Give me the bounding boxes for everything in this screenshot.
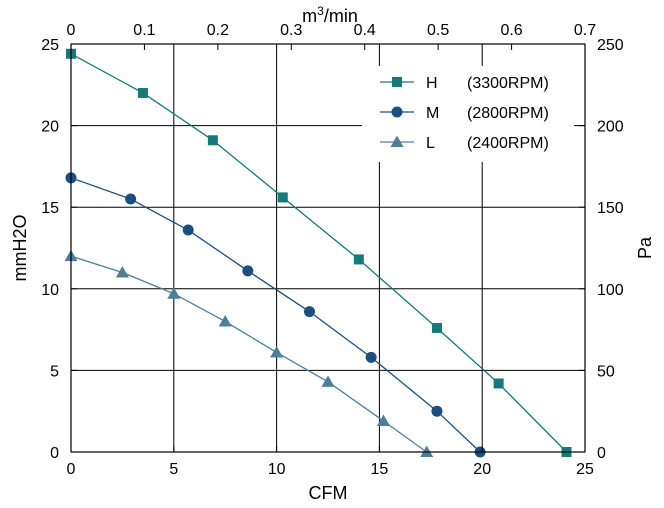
legend-rpm-L: (2400RPM) — [467, 135, 549, 152]
x2-tick-label: 0.7 — [574, 22, 596, 39]
legend: H (3300RPM) M (2800RPM) L (2400RPM) — [380, 75, 549, 152]
data-point-L — [377, 414, 391, 426]
x2-tick-label: 0.5 — [427, 22, 449, 39]
x2-tick-label: 0.3 — [280, 22, 302, 39]
y2-axis-title: Pa — [635, 236, 655, 259]
legend-label-L: L — [426, 135, 435, 152]
data-point-H — [493, 378, 504, 389]
data-point-L — [167, 287, 181, 299]
x2-tick-label: 0.4 — [354, 22, 376, 39]
x2-tick-label: 0.6 — [500, 22, 522, 39]
y-tick-label: 15 — [41, 200, 59, 217]
y2-tick-label: 0 — [597, 445, 606, 462]
y2-tick-label: 250 — [597, 37, 624, 54]
data-point-L — [321, 375, 335, 387]
legend-rpm-M: (2800RPM) — [467, 105, 549, 122]
y-tick-label: 20 — [41, 119, 59, 136]
legend-marker-H — [392, 77, 402, 87]
y-tick-label: 0 — [50, 445, 59, 462]
y2-axis-ticks: 0 50 100 150 200 250 — [579, 37, 624, 462]
data-point-H — [277, 192, 288, 203]
x2-axis-title-base: m — [302, 6, 317, 26]
y2-tick-label: 200 — [597, 119, 624, 136]
y-tick-label: 5 — [50, 363, 59, 380]
x2-tick-label: 0.2 — [207, 22, 229, 39]
legend-marker-M — [391, 106, 403, 118]
data-point-L — [420, 445, 434, 457]
legend-rpm-H: (3300RPM) — [467, 75, 549, 92]
series-line-L — [70, 255, 428, 453]
x2-tick-label: 0.1 — [133, 22, 155, 39]
x-tick-label: 10 — [268, 461, 286, 478]
x2-axis-title: m3/min — [302, 4, 358, 26]
series-line-H — [70, 53, 567, 453]
plot-frame — [70, 43, 586, 453]
x2-tick-label: 0 — [67, 22, 76, 39]
y2-tick-label: 150 — [597, 200, 624, 217]
legend-label-H: H — [426, 75, 438, 92]
x2-axis-ticks: 0 0.1 0.2 0.3 0.4 0.5 0.6 0.7 — [67, 22, 596, 50]
series-line-M — [70, 177, 481, 453]
data-point-H — [353, 254, 364, 265]
y2-tick-label: 100 — [597, 282, 624, 299]
x-tick-label: 15 — [371, 461, 389, 478]
legend-marker-L — [390, 135, 404, 147]
x2-axis-title-rest: /min — [324, 6, 358, 26]
data-point-L — [218, 314, 232, 327]
data-point-M — [431, 405, 443, 417]
data-point-H — [207, 135, 218, 146]
legend-label-M: M — [426, 105, 439, 122]
x2-axis-title-sup: 3 — [317, 4, 324, 18]
y2-tick-label: 50 — [597, 363, 615, 380]
data-point-M — [242, 265, 254, 277]
x-axis-title: CFM — [309, 483, 348, 503]
x-tick-label: 0 — [67, 461, 76, 478]
x-tick-label: 25 — [576, 461, 594, 478]
data-point-M — [303, 306, 315, 318]
y-axis-title: mmH2O — [10, 215, 30, 282]
y-tick-label: 10 — [41, 282, 59, 299]
x-axis-ticks: 0 5 10 15 20 25 — [67, 446, 594, 478]
x-tick-label: 5 — [169, 461, 178, 478]
y-axis-ticks: 0 5 10 15 20 25 — [41, 37, 77, 462]
data-point-M — [125, 193, 137, 205]
y-tick-label: 25 — [41, 37, 59, 54]
data-point-L — [270, 345, 284, 358]
data-point-M — [365, 351, 377, 363]
x-tick-label: 20 — [473, 461, 491, 478]
data-point-L — [115, 265, 129, 278]
data-point-H — [137, 87, 148, 98]
data-point-H — [431, 322, 442, 333]
data-point-M — [182, 224, 194, 236]
series-lines — [70, 53, 567, 453]
